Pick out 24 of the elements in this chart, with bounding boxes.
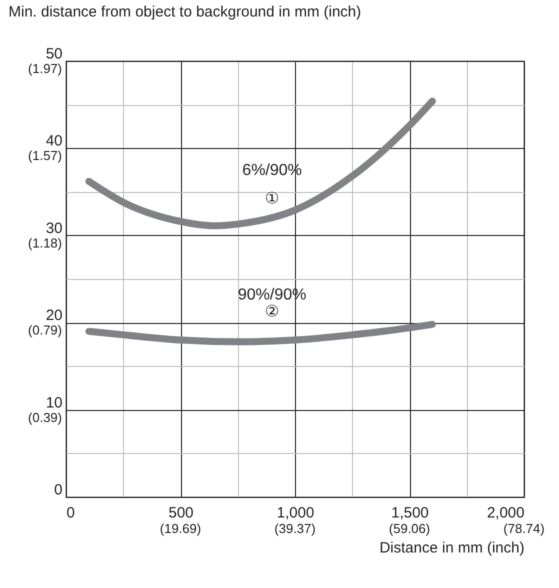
y-tick-label: 0 [54, 482, 62, 498]
y-axis-title: Min. distance from object to background in mm (inch) [8, 4, 362, 20]
text: (59.06) [388, 521, 430, 536]
x-tick-label: 1,000 [276, 504, 314, 522]
text: (0.39) [28, 410, 62, 425]
x-tick-label: 1,500 [391, 504, 429, 522]
text: (1.18) [28, 235, 62, 250]
text: (1.57) [28, 148, 62, 164]
y-tick-label: 30 [46, 220, 62, 237]
y-tick-label: 20 [46, 307, 62, 324]
annotation: ① [264, 190, 280, 208]
text: (39.37) [274, 521, 316, 536]
y-tick-label: 40 [46, 132, 62, 150]
x-tick-label: 2,000 [486, 504, 524, 522]
x-axis-title: Distance in mm (inch) [379, 540, 524, 556]
x-tick-label: 500 [168, 504, 194, 522]
x-tick-label: 0 [66, 504, 75, 522]
text: (1.97) [28, 61, 62, 76]
y-tick-label: 10 [46, 394, 62, 412]
annotation: ② [264, 304, 280, 321]
text: (19.69) [160, 521, 202, 536]
text: (78.74) [503, 521, 545, 536]
y-tick-label: 50 [46, 46, 62, 62]
text: (0.79) [28, 322, 62, 338]
